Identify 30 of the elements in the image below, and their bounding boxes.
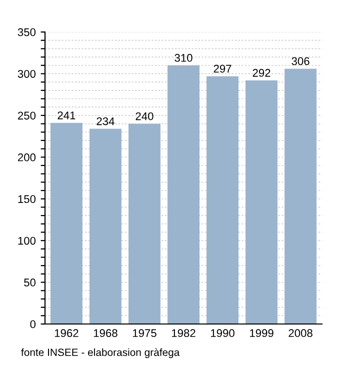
data-label: 310 <box>174 54 192 62</box>
x-tick-label: 2008 <box>288 329 312 338</box>
bar <box>50 122 82 324</box>
bar <box>206 76 239 324</box>
x-tick-label: 1982 <box>172 329 196 338</box>
bar <box>246 80 278 324</box>
source-note: fonte INSEE - elaborasion gràfega <box>21 348 180 358</box>
y-tick-label: 100 <box>18 236 36 245</box>
y-tick-label: 350 <box>18 28 36 36</box>
x-tick-label: 1968 <box>94 329 118 338</box>
data-label: 234 <box>96 117 114 126</box>
y-tick-label: 150 <box>18 195 36 203</box>
data-label: 297 <box>214 64 232 73</box>
y-tick-label: 200 <box>18 153 36 162</box>
x-tick-label: 1990 <box>211 329 234 338</box>
data-label: 292 <box>252 68 270 77</box>
x-tick-label: 1999 <box>250 329 274 338</box>
y-tick-label: 250 <box>18 112 36 120</box>
data-label: 240 <box>136 112 154 120</box>
y-tick-label: 0 <box>30 320 36 328</box>
x-tick-label: 1975 <box>132 329 156 338</box>
x-tick-label: 1962 <box>54 329 78 338</box>
data-label: 241 <box>58 111 76 120</box>
bar <box>284 68 317 324</box>
y-tick-label: 300 <box>18 70 36 78</box>
bar <box>89 128 122 324</box>
bar <box>128 124 160 324</box>
data-label: 306 <box>292 57 310 66</box>
bar <box>168 65 200 324</box>
y-tick-label: 50 <box>24 278 36 286</box>
